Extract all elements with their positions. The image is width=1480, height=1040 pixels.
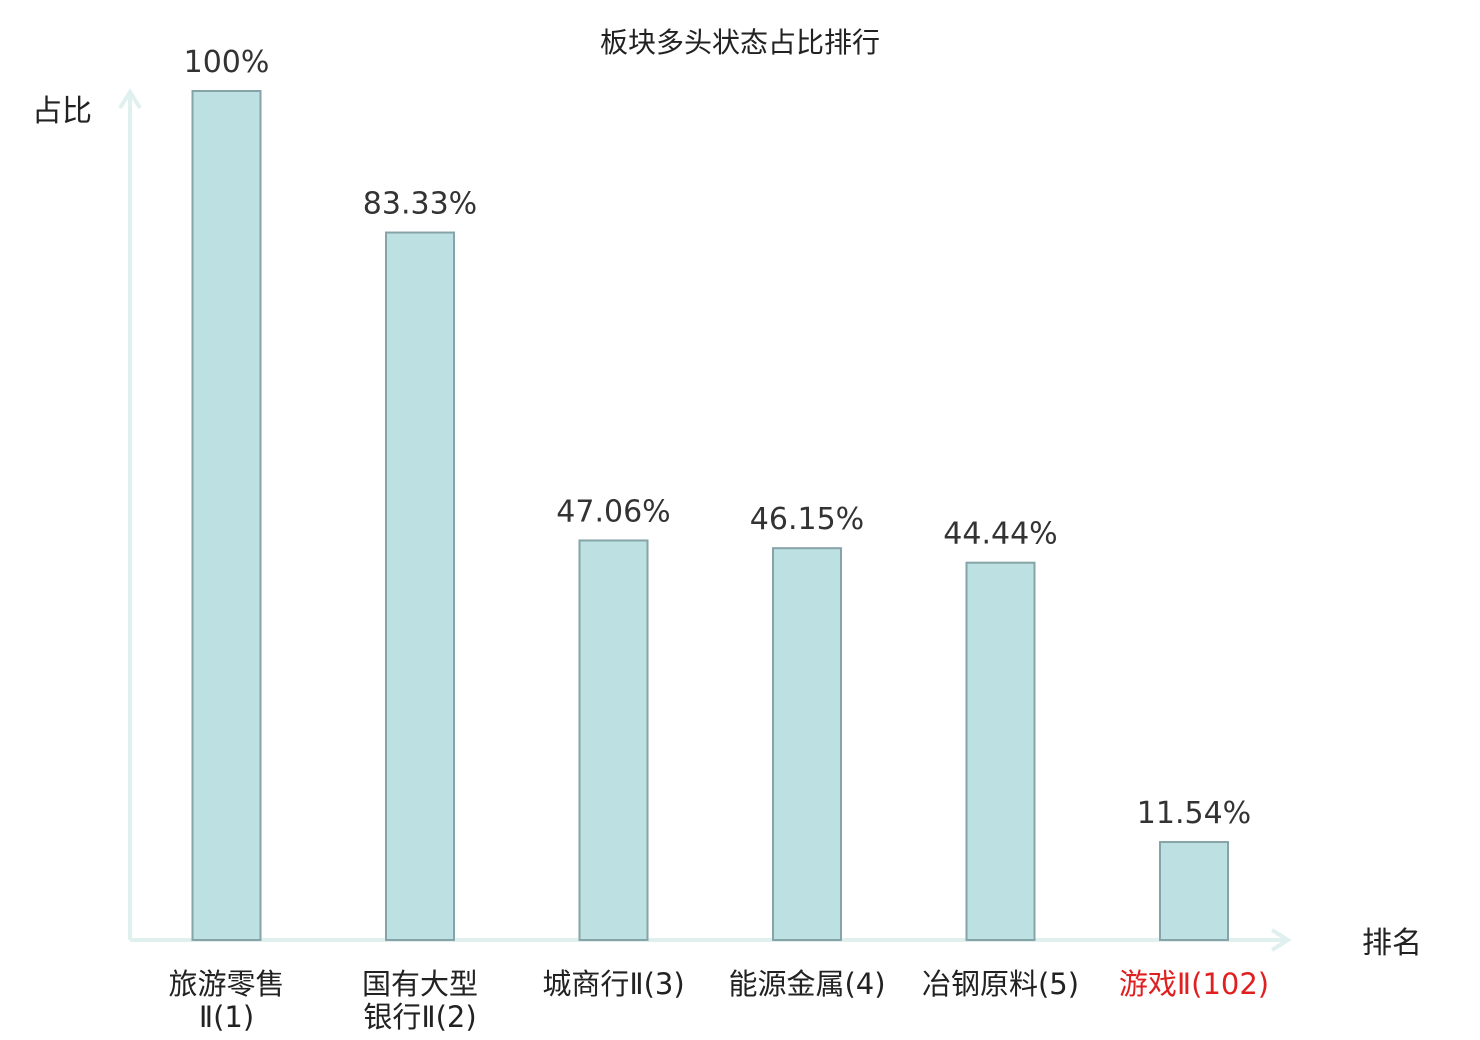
x-axis-arrow [1270, 928, 1292, 952]
axes [118, 88, 1292, 952]
x-axis-label: 排名 [1362, 926, 1422, 961]
category-label-2: 国有大型银行Ⅱ(2) [362, 967, 478, 1034]
value-label-1: 100% [184, 45, 270, 80]
category-label-3: 城商行Ⅱ(3) [542, 967, 684, 1001]
bar-4 [772, 547, 842, 942]
category-label-line: 冶钢原料(5) [922, 967, 1079, 1001]
category-label-4: 能源金属(4) [728, 967, 885, 1001]
bar-1 [191, 90, 262, 941]
y-axis-arrow [118, 88, 142, 110]
value-label-3: 47.06% [556, 494, 670, 529]
chart-title: 板块多头状态占比排行 [600, 26, 880, 59]
category-label-line: 城商行Ⅱ(3) [542, 967, 684, 1001]
bar-2 [385, 231, 455, 941]
category-label-line: 银行Ⅱ(2) [363, 1000, 476, 1034]
value-label-6: 11.54% [1137, 796, 1251, 831]
category-label-line: Ⅱ(1) [199, 1000, 254, 1034]
y-axis-label: 占比 [32, 94, 92, 129]
category-label-line: 国有大型 [362, 967, 478, 1001]
category-label-line: 旅游零售 [168, 967, 284, 1001]
category-label-1: 旅游零售 Ⅱ(1) [168, 967, 284, 1034]
category-label-6: 游戏Ⅱ(102) [1119, 967, 1269, 1001]
bar-3 [578, 539, 649, 941]
category-labels: 旅游零售 Ⅱ(1) 国有大型银行Ⅱ(2) 城商行Ⅱ(3) 能源金属(4) 冶钢原料(5) 游… [168, 967, 1269, 1034]
category-label-5: 冶钢原料(5) [922, 967, 1079, 1001]
category-label-line: 能源金属(4) [728, 967, 885, 1001]
value-labels: 100% 83.33% 47.06% 46.15% 44.44% 11.54% [184, 45, 1252, 831]
value-label-5: 44.44% [943, 517, 1057, 552]
bar-6 [1159, 841, 1229, 941]
value-label-2: 83.33% [363, 187, 477, 222]
bars [191, 90, 1229, 942]
bar-5 [965, 561, 1036, 941]
category-label-line: 游戏Ⅱ(102) [1119, 967, 1269, 1001]
value-label-4: 46.15% [750, 502, 864, 537]
